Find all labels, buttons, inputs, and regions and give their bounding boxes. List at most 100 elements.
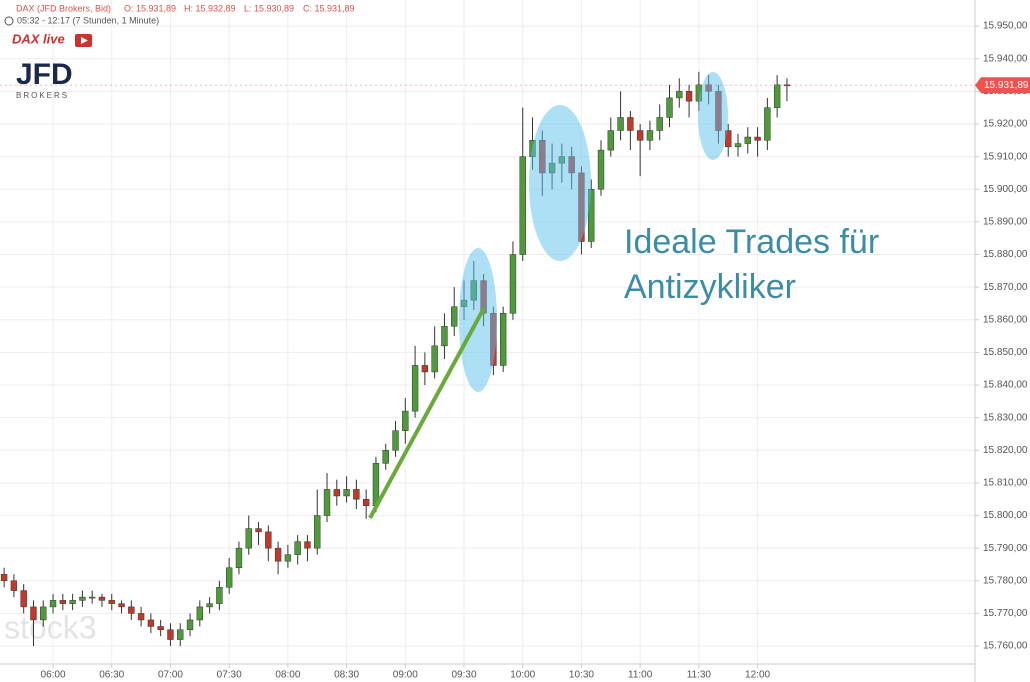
candle-body (49, 600, 57, 608)
x-tick-label: 08:00 (275, 670, 300, 681)
candle-body (108, 600, 115, 604)
ohlc-close: C: 15.931,89 (303, 3, 355, 13)
candle-body (597, 149, 605, 190)
y-tick-label: 15.840,00 (983, 380, 1028, 391)
candle-body (382, 450, 389, 464)
y-tick-label: 15.890,00 (983, 217, 1028, 228)
y-tick-label: 15.810,00 (983, 478, 1028, 489)
x-tick-label: 06:30 (99, 670, 124, 681)
candle-body (685, 91, 693, 102)
candle-body (773, 84, 781, 108)
candle-body (314, 515, 321, 549)
candle-body (636, 130, 644, 141)
candle-body (206, 603, 213, 608)
candle-body (167, 629, 174, 640)
candle-body (519, 156, 526, 255)
candle-body (676, 91, 683, 99)
candle-body (323, 489, 331, 516)
x-tick-label: 11:00 (628, 670, 653, 681)
y-tick-label: 15.880,00 (983, 249, 1028, 260)
x-tick-label: 11:30 (687, 670, 712, 681)
candle-body (411, 365, 419, 412)
x-tick-label: 10:00 (510, 670, 535, 681)
candle-body (353, 489, 360, 500)
candle-body (255, 528, 262, 533)
candle-body (656, 117, 663, 131)
candle-body (754, 136, 761, 141)
y-tick-label: 15.950,00 (983, 21, 1028, 32)
candle-body (137, 613, 145, 621)
candle-body (225, 567, 233, 588)
logo-play-icon (81, 37, 88, 44)
candle-body (627, 117, 634, 131)
candle-body (118, 603, 125, 608)
candle-body (59, 600, 67, 604)
x-tick-label: 10:30 (569, 670, 594, 681)
clock-icon (4, 16, 14, 26)
annotation: Antizykliker (624, 268, 796, 306)
candle-body (441, 326, 448, 347)
x-tick-label: 08:30 (334, 670, 359, 681)
grid (0, 0, 975, 664)
candle-body (333, 489, 340, 497)
x-tick-label: 06:00 (41, 670, 66, 681)
candle-body (265, 531, 272, 549)
y-tick-label: 15.790,00 (983, 543, 1028, 554)
y-tick-label: 15.780,00 (983, 575, 1028, 586)
ohlc-high: H: 15.932,89 (184, 3, 236, 13)
candle-body (30, 606, 37, 621)
y-tick-label: 15.920,00 (983, 119, 1028, 130)
candle-body (128, 606, 135, 614)
last-price-tag (975, 77, 1030, 94)
candle-body (646, 130, 654, 141)
highlight-ellipse (698, 72, 728, 160)
candle-body (284, 554, 292, 562)
candle-body (147, 619, 155, 627)
y-tick-label: 15.940,00 (983, 53, 1028, 64)
candle-body (235, 547, 243, 568)
candle-body (157, 626, 164, 630)
y-tick-label: 15.900,00 (983, 184, 1028, 195)
y-tick-label: 15.830,00 (983, 412, 1028, 423)
candle-body (216, 587, 223, 604)
candle-body (588, 188, 595, 242)
x-tick-label: 09:30 (451, 670, 476, 681)
logo-dax-live: DAX live (12, 31, 65, 46)
watermark: stock3 (4, 609, 96, 645)
candle-body (274, 547, 282, 562)
annotation: Ideale Trades für (624, 223, 879, 261)
last-price-label: 15.931,89 (984, 80, 1029, 91)
candle-body (607, 130, 614, 151)
y-tick-label: 15.850,00 (983, 347, 1028, 358)
candles (0, 71, 791, 647)
candle-body (764, 107, 771, 141)
x-tick-label: 12:00 (745, 670, 770, 681)
y-tick-label: 15.800,00 (983, 510, 1028, 521)
highlight-ellipse (529, 105, 591, 261)
y-tick-label: 15.760,00 (983, 641, 1028, 652)
candle-body (451, 306, 458, 327)
candle-body (402, 410, 409, 431)
candle-body (304, 541, 311, 549)
logo-jfd-text: JFD (16, 58, 73, 91)
ohlc-open: O: 15.931,89 (124, 3, 176, 13)
candle-body (196, 606, 203, 621)
x-tick-label: 07:00 (158, 670, 183, 681)
subtitle: 05:32 - 12:17 (7 Stunden, 1 Minute) (17, 15, 159, 25)
ohlc-low: L: 15.930,89 (244, 3, 294, 13)
candle-body (392, 430, 399, 451)
candle-body (79, 596, 86, 601)
y-tick-label: 15.870,00 (983, 282, 1028, 293)
y-tick-label: 15.820,00 (983, 445, 1028, 456)
candle-body (666, 97, 673, 118)
candle-body (744, 136, 751, 144)
candle-body (617, 117, 624, 131)
candle-body (186, 619, 194, 630)
candle-body (98, 596, 106, 601)
chart-title: DAX (JFD Brokers, Bid) (16, 3, 111, 13)
candle-body (421, 365, 429, 373)
candle-body (20, 590, 27, 608)
candle-body (0, 574, 8, 582)
